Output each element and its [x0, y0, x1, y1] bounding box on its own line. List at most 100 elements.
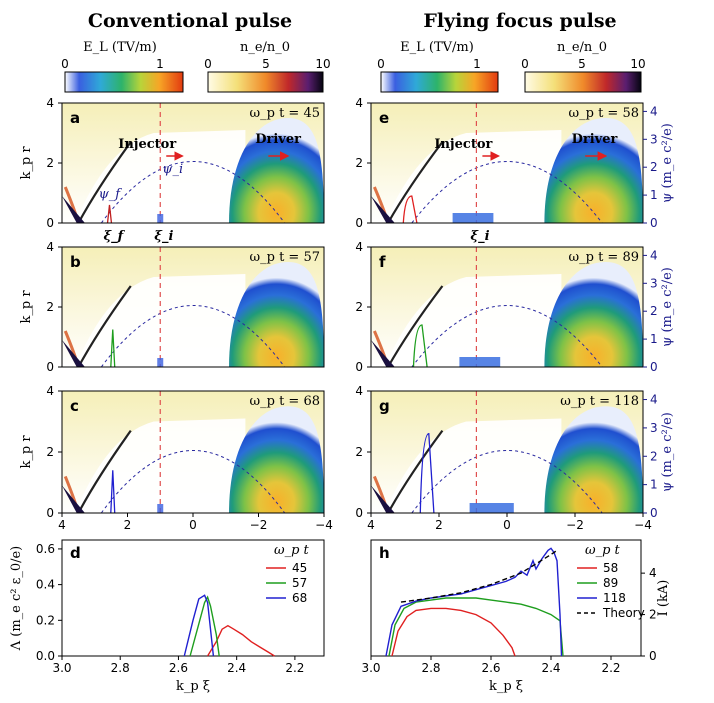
series-line-58 — [391, 607, 516, 657]
time-label: ω_p t = 57 — [250, 250, 320, 265]
map-panel-c: c ω_p t = 68 0 2 4 k_p r 4 2 0 −2 −4 — [19, 384, 333, 532]
psi-curve — [411, 161, 603, 224]
driver-bubble — [544, 262, 643, 367]
sheath-core — [371, 196, 395, 223]
psi-tick-label: 3 — [650, 276, 658, 290]
sheath-core — [371, 485, 395, 513]
chart-panel-d: d 3.0 2.8 2.6 2.4 2.2 k_p ξ 0.0 0.2 0.4 0.6 Λ (m_e … — [9, 539, 325, 694]
electron-sheath — [77, 285, 132, 368]
driver-bubble — [544, 118, 643, 223]
ytick-label: 0.6 — [36, 542, 55, 556]
ytick-label: 4 — [355, 96, 363, 110]
ytick-label: 0 — [46, 506, 54, 520]
ytick-label: 4 — [46, 240, 54, 254]
legend-entry: 57 — [292, 576, 307, 590]
psi-tick-label: 0 — [650, 360, 658, 374]
psi-f-label: ψ_f — [99, 187, 123, 202]
y-axis-label: I (kA) — [656, 580, 671, 617]
electron-sheath — [77, 430, 132, 514]
time-label: ω_p t = 45 — [250, 106, 320, 121]
injector-beam — [452, 213, 494, 223]
colorbar-tick: 5 — [262, 57, 270, 71]
injector-beam — [157, 214, 164, 223]
psi-curve — [100, 161, 286, 224]
driver-bubble — [544, 406, 643, 513]
ytick-label: 4 — [46, 96, 54, 110]
ytick-label: 2 — [649, 608, 657, 622]
psi-curve — [100, 305, 286, 368]
chart-panel-h: h 3.0 2.8 2.6 2.4 2.2 k_p ξ 0 2 4I (kA) ω_p t 58891… — [361, 539, 671, 694]
psi-tick-label: 1 — [650, 478, 658, 492]
psi-i-label: ψ_i — [162, 162, 183, 177]
psi-tick-label: 0 — [650, 216, 658, 230]
psi-tick-label: 4 — [650, 393, 658, 407]
panel-label: e — [379, 109, 389, 127]
y-axis-label: Λ (m_e c² ε_0/e) — [9, 546, 24, 652]
colorbar-tick: 10 — [315, 57, 330, 71]
x-axis-label: k_p ξ — [489, 679, 523, 694]
psi-tick-label: 2 — [650, 160, 658, 174]
series-line-Theory — [400, 549, 558, 603]
xtick-label: 2 — [435, 518, 443, 532]
driver-label: Driver — [572, 132, 618, 147]
xi-i-label: ξ_i — [470, 229, 489, 244]
ytick-label: 2 — [355, 300, 363, 314]
xtick-label: 2.8 — [421, 661, 440, 675]
sheath-core — [62, 196, 85, 223]
witness-beam — [110, 329, 116, 368]
colorbar-label: E_L (TV/m) — [400, 40, 474, 55]
injector-beam — [459, 357, 501, 367]
psi-curve — [411, 450, 603, 514]
psi-curve — [411, 305, 603, 368]
ytick-label: 2 — [355, 445, 363, 459]
electron-sheath — [387, 141, 444, 224]
witness-beam — [412, 324, 428, 368]
panel-label: d — [70, 544, 81, 562]
colorbar-tick: 1 — [156, 57, 164, 71]
xtick-label: 2.6 — [481, 661, 500, 675]
panel-label: a — [70, 109, 80, 127]
legend-title: ω_p t — [274, 543, 310, 558]
ytick-label: 0 — [46, 216, 54, 230]
colorbar-strip — [524, 71, 642, 93]
panel-label: c — [70, 397, 79, 415]
injector-label: Injector — [118, 137, 176, 152]
plasma-cavity — [384, 418, 562, 513]
plasma-cavity — [384, 274, 562, 367]
psi-tick-label: 3 — [650, 421, 658, 435]
map-panel-a: a ω_p t = 45 0 2 4 k_p r Injector Driver ψ_i ψ_f ξ… — [19, 96, 325, 244]
ytick-label: 0.0 — [36, 649, 55, 663]
y-axis-label: k_p r — [19, 435, 34, 469]
colorbar-strip — [380, 71, 499, 93]
psi-tick-label: 3 — [650, 132, 658, 146]
ytick-label: 2 — [46, 156, 54, 170]
legend-entry: 68 — [292, 591, 307, 605]
ytick-label: 0 — [649, 649, 657, 663]
xtick-label: 2.4 — [227, 661, 246, 675]
electron-sheath — [387, 429, 444, 514]
legend-entry: 118 — [603, 591, 626, 605]
map-panels: a ω_p t = 45 0 2 4 k_p r Injector Driver ψ_i ψ_f ξ… — [19, 96, 675, 532]
xtick-label: 2.6 — [169, 661, 188, 675]
x-axis-label: k_p ξ — [176, 679, 210, 694]
psi-tick-label: 1 — [650, 188, 658, 202]
time-label: ω_p t = 89 — [569, 250, 639, 265]
psi-axis-label: ψ (m_e c²/e) — [660, 412, 675, 492]
panel-label: g — [379, 397, 390, 415]
xtick-label: 2.8 — [111, 661, 130, 675]
sheath-core — [62, 485, 85, 513]
psi-tick-label: 4 — [650, 104, 658, 118]
witness-beam — [106, 204, 113, 224]
electron-sheath — [387, 285, 444, 368]
ytick-label: 2 — [355, 156, 363, 170]
witness-beam — [402, 195, 418, 224]
electron-sheath — [77, 141, 132, 224]
xtick-label: 4 — [58, 518, 66, 532]
panel-label: b — [70, 253, 81, 271]
sheath-core — [371, 340, 395, 367]
xtick-label: −2 — [250, 518, 268, 532]
psi-tick-label: 1 — [650, 332, 658, 346]
